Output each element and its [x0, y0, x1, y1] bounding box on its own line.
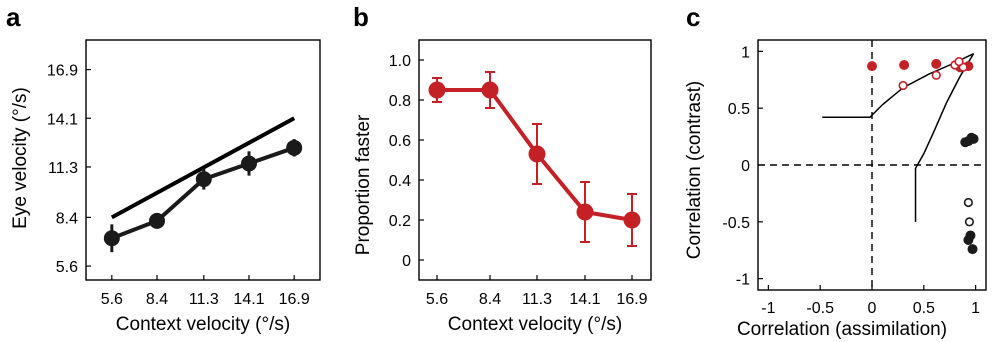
y-axis-label-b: Proportion faster	[353, 114, 374, 255]
data-point-b	[576, 203, 594, 221]
marks-b	[428, 71, 641, 247]
y-axis-label-a: Eye velocity (°/s)	[10, 87, 31, 229]
x-axis-label-b: Context velocity (°/s)	[448, 314, 622, 335]
plot-frame-a	[85, 39, 321, 281]
data-point-b	[428, 81, 446, 99]
y-tick-label-c: -0.5	[722, 215, 750, 232]
x-tick-label-c: -0.5	[806, 300, 834, 317]
y-tick-label-b: 0.2	[389, 213, 411, 230]
x-tick-label-c: 0.5	[913, 300, 935, 317]
x-tick-label-c: -1	[761, 300, 775, 317]
x-tick-label-a: 8.4	[146, 291, 168, 308]
scatter-point-open	[963, 197, 973, 208]
scatter-point-filled	[899, 60, 910, 70]
panel-b: b Proportion faster Context velocity (°/…	[353, 2, 652, 335]
y-tick-label-b: 0.6	[389, 133, 411, 150]
x-tick-label-b: 14.1	[569, 291, 600, 308]
data-point-b	[481, 81, 499, 99]
scatter-point-open	[954, 56, 964, 67]
panel-c: c Correlation (contrast) Correlation (as…	[684, 2, 987, 340]
data-point-a	[286, 139, 303, 156]
y-tick-label-a: 8.4	[56, 210, 78, 227]
y-axis-label-c: Correlation (contrast)	[684, 81, 705, 259]
y-tick-label-c: 1	[741, 44, 750, 61]
x-tick-label-b: 11.3	[522, 291, 552, 308]
scatter-point-open	[898, 80, 908, 91]
y-tick-label-b: 0.8	[389, 93, 411, 110]
x-tick-label-a: 5.6	[101, 291, 123, 308]
marks-a	[103, 116, 303, 253]
scatter-point-filled	[931, 58, 942, 69]
prediction-line-a	[110, 116, 296, 220]
x-tick-label-a: 16.9	[279, 291, 310, 308]
y-tick-label-c: 0	[741, 158, 750, 175]
y-tick-label-a: 11.3	[48, 160, 78, 177]
y-tick-label-c: 0.5	[728, 101, 750, 118]
x-tick-label-b: 8.4	[479, 291, 501, 308]
plot-frame-b	[418, 39, 652, 281]
y-tick-label-b: 0	[402, 253, 411, 270]
scatter-point-open	[964, 217, 975, 227]
y-tick-label-c: -1	[736, 272, 750, 289]
data-point-a	[103, 230, 120, 247]
scatter-point-filled	[967, 244, 978, 255]
data-point-a	[149, 212, 166, 229]
x-tick-label-a: 14.1	[233, 291, 264, 308]
x-axis-label-a: Context velocity (°/s)	[116, 314, 290, 335]
y-tick-label-a: 16.9	[47, 63, 78, 80]
scatter-point-filled	[963, 235, 974, 245]
scatter-point-filled	[968, 133, 979, 144]
x-tick-label-c: 0	[868, 300, 877, 317]
y-tick-label-b: 1.0	[389, 53, 411, 70]
series-line-a	[111, 145, 295, 241]
data-point-a	[195, 171, 212, 188]
y-tick-label-a: 5.6	[56, 259, 78, 276]
marks-c	[758, 40, 986, 290]
scatter-point-open	[931, 70, 941, 80]
data-point-b	[623, 211, 641, 229]
ticks-c: -1 -0.5 0 0.5 1 -1 -0.5 0 0.5 1	[722, 44, 980, 317]
y-tick-label-b: 0.4	[389, 173, 411, 190]
y-tick-label-a: 14.1	[47, 111, 78, 128]
panel-label-c: c	[686, 2, 700, 32]
model-curve-c-2	[914, 53, 975, 222]
x-axis-label-c: Correlation (assimilation)	[737, 319, 947, 340]
scatter-point-filled	[867, 61, 877, 72]
data-point-a	[240, 155, 257, 172]
x-tick-label-a: 11.3	[189, 291, 219, 308]
x-tick-label-b: 16.9	[616, 291, 647, 308]
x-tick-label-b: 5.6	[426, 291, 448, 308]
panel-label-b: b	[353, 2, 369, 32]
x-tick-label-c: 1	[971, 300, 980, 317]
ticks-b: 5.6 8.4 11.3 14.1 16.9 0 0.2 0.4 0.6 0.8 1.0	[389, 53, 648, 308]
ticks-a: 5.6 8.4 11.3 14.1 16.9 5.6 8.4 11.3 14.1 16.9	[47, 63, 310, 308]
data-point-b	[528, 145, 546, 163]
panel-label-a: a	[6, 2, 21, 32]
panel-a: a Eye velocity (°/s) Context velocity (°…	[6, 2, 321, 335]
